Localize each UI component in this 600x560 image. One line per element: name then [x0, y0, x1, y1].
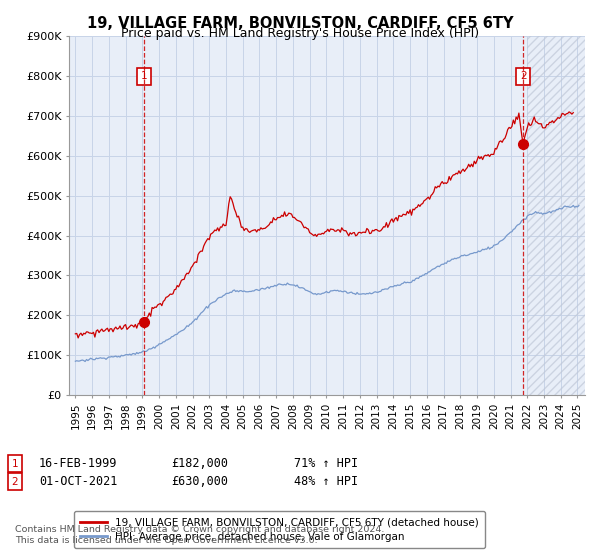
- Bar: [527, 36, 586, 395]
- Bar: [527, 36, 586, 395]
- Legend: 19, VILLAGE FARM, BONVILSTON, CARDIFF, CF5 6TY (detached house), HPI: Average pr: 19, VILLAGE FARM, BONVILSTON, CARDIFF, C…: [74, 511, 485, 548]
- Text: £182,000: £182,000: [171, 457, 228, 470]
- Text: 19, VILLAGE FARM, BONVILSTON, CARDIFF, CF5 6TY: 19, VILLAGE FARM, BONVILSTON, CARDIFF, C…: [87, 16, 513, 31]
- Text: 48% ↑ HPI: 48% ↑ HPI: [294, 475, 358, 488]
- Text: 1: 1: [141, 71, 148, 81]
- Text: 2: 2: [11, 477, 19, 487]
- Text: 1: 1: [11, 459, 19, 469]
- Text: Price paid vs. HM Land Registry's House Price Index (HPI): Price paid vs. HM Land Registry's House …: [121, 27, 479, 40]
- Text: Contains HM Land Registry data © Crown copyright and database right 2024.
This d: Contains HM Land Registry data © Crown c…: [15, 525, 385, 545]
- Text: 71% ↑ HPI: 71% ↑ HPI: [294, 457, 358, 470]
- Text: 01-OCT-2021: 01-OCT-2021: [39, 475, 118, 488]
- Text: 16-FEB-1999: 16-FEB-1999: [39, 457, 118, 470]
- Text: 2: 2: [520, 71, 526, 81]
- Text: £630,000: £630,000: [171, 475, 228, 488]
